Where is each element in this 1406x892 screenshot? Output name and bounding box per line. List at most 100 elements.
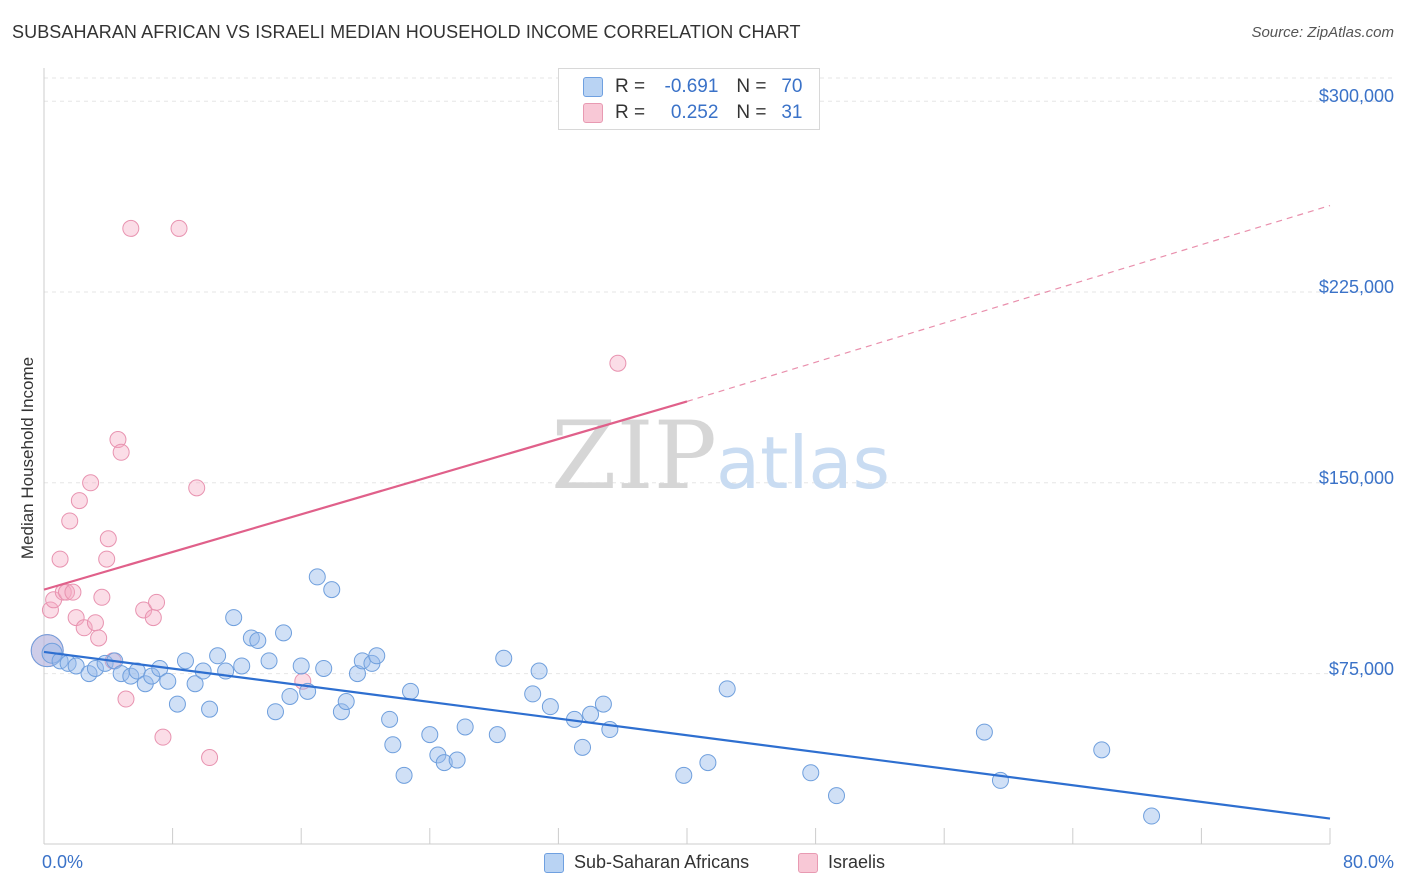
bottom-legend-swatch-blue — [544, 852, 564, 873]
sub-saharan-point — [456, 718, 474, 736]
israelis-point — [90, 629, 108, 647]
sub-saharan-point — [308, 568, 326, 586]
sub-saharan-point — [86, 659, 104, 677]
sub-saharan-point — [323, 581, 341, 599]
israelis-point — [144, 609, 162, 627]
gridlines — [44, 77, 1394, 675]
sub-saharan-point — [699, 754, 717, 772]
legend-n-label: N = — [736, 76, 767, 97]
sub-saharan-point — [168, 695, 186, 713]
sub-saharan-point — [381, 710, 399, 728]
sub-saharan-point — [718, 680, 736, 698]
israelis-point — [75, 619, 93, 637]
sub-saharan-point — [384, 736, 402, 754]
israelis-point — [109, 431, 127, 449]
watermark-zip: ZIP — [551, 402, 717, 511]
israelis-point — [201, 749, 219, 767]
sub-saharan-point — [275, 624, 293, 642]
x-tick-label-min: 0.0% — [42, 852, 84, 872]
sub-saharan-point — [541, 698, 559, 716]
sub-saharan-point — [402, 682, 420, 700]
bottom-legend-swatch-pink — [798, 852, 818, 873]
sub-saharan-point — [582, 705, 600, 723]
sub-saharan-point — [159, 672, 177, 690]
legend-r-label: R = — [615, 102, 646, 123]
israelis-point — [86, 614, 104, 632]
sub-saharan-point — [249, 632, 267, 650]
sub-saharan-point — [348, 665, 366, 683]
israelis-point — [41, 601, 59, 619]
sub-saharan-point — [448, 751, 466, 769]
israelis-point — [170, 219, 188, 237]
sub-saharan-point — [186, 675, 204, 693]
sub-saharan-point — [975, 723, 993, 741]
israelis-point — [64, 583, 82, 601]
legend-n-label: N = — [736, 102, 767, 123]
sub-saharan-point — [827, 787, 845, 805]
sub-saharan-point — [1143, 807, 1161, 825]
israelis-points — [30, 219, 627, 767]
bottom-legend-sub-saharan: Sub-Saharan Africans — [544, 852, 749, 873]
legend-r-value: 0.252 — [670, 102, 719, 123]
sub-saharan-point — [530, 662, 548, 680]
sub-saharan-point — [176, 652, 194, 670]
sub-saharan-point — [266, 703, 284, 721]
legend-n-value: 70 — [781, 76, 803, 97]
israelis-point — [148, 593, 166, 611]
sub-saharan-point — [260, 652, 278, 670]
sub-saharan-point — [395, 766, 413, 784]
israelis-point — [93, 588, 111, 606]
source-credit: Source: ZipAtlas.com — [1251, 24, 1394, 41]
legend-row-israelis: R = 0.252 N = 31 — [583, 101, 803, 125]
sub-saharan-point — [368, 647, 386, 665]
bottom-legend-label: Sub-Saharan Africans — [574, 852, 750, 872]
x-tick-label-max: 80.0% — [1342, 852, 1394, 872]
sub-saharan-point — [233, 657, 251, 675]
legend-swatch-blue — [583, 77, 603, 97]
israelis-point — [112, 443, 130, 461]
sub-saharan-point — [209, 647, 227, 665]
sub-saharan-trend-line — [43, 650, 1331, 820]
sub-saharan-point — [281, 687, 299, 705]
israelis-point — [609, 354, 627, 372]
watermark: ZIP atlas — [551, 402, 890, 511]
sub-saharan-point — [802, 764, 820, 782]
israelis-trend-extension — [686, 204, 1331, 402]
axes — [43, 68, 1331, 845]
sub-saharan-point — [332, 703, 350, 721]
sub-saharan-point — [675, 766, 693, 784]
israelis-point — [98, 550, 116, 568]
y-tick-label-150000: $150,000 — [1318, 468, 1394, 488]
israelis-point — [154, 728, 172, 746]
y-tick-label-300000: $300,000 — [1318, 86, 1394, 106]
sub-saharan-points — [30, 568, 1161, 825]
legend-row-sub-saharan: R = -0.691 N = 70 — [583, 75, 803, 99]
sub-saharan-point — [292, 657, 310, 675]
israelis-point — [51, 550, 69, 568]
correlation-legend: R = -0.691 N = 70 R = 0.252 N = 31 — [558, 68, 820, 130]
trend-lines — [43, 204, 1331, 820]
sub-saharan-point — [435, 754, 453, 772]
legend-r-value: -0.691 — [664, 76, 719, 97]
sub-saharan-point — [594, 695, 612, 713]
sub-saharan-point — [574, 738, 592, 756]
israelis-point — [61, 512, 79, 530]
sub-saharan-point — [225, 609, 243, 627]
legend-swatch-pink — [583, 103, 603, 123]
sub-saharan-point — [421, 726, 439, 744]
bottom-legend-label: Israelis — [828, 852, 886, 872]
watermark-atlas: atlas — [716, 421, 890, 505]
chart-title: SUBSAHARAN AFRICAN VS ISRAELI MEDIAN HOU… — [12, 22, 801, 42]
sub-saharan-point — [67, 657, 85, 675]
bottom-legend-israelis: Israelis — [798, 852, 885, 873]
israelis-point — [70, 492, 88, 510]
israelis-trend-line — [43, 400, 688, 591]
israelis-point — [188, 479, 206, 497]
y-tick-label-75000: $75,000 — [1328, 659, 1394, 679]
sub-saharan-point — [315, 659, 333, 677]
sub-saharan-point — [201, 700, 219, 718]
sub-saharan-point — [488, 726, 506, 744]
y-tick-label-225000: $225,000 — [1318, 277, 1394, 297]
sub-saharan-point — [30, 634, 64, 668]
